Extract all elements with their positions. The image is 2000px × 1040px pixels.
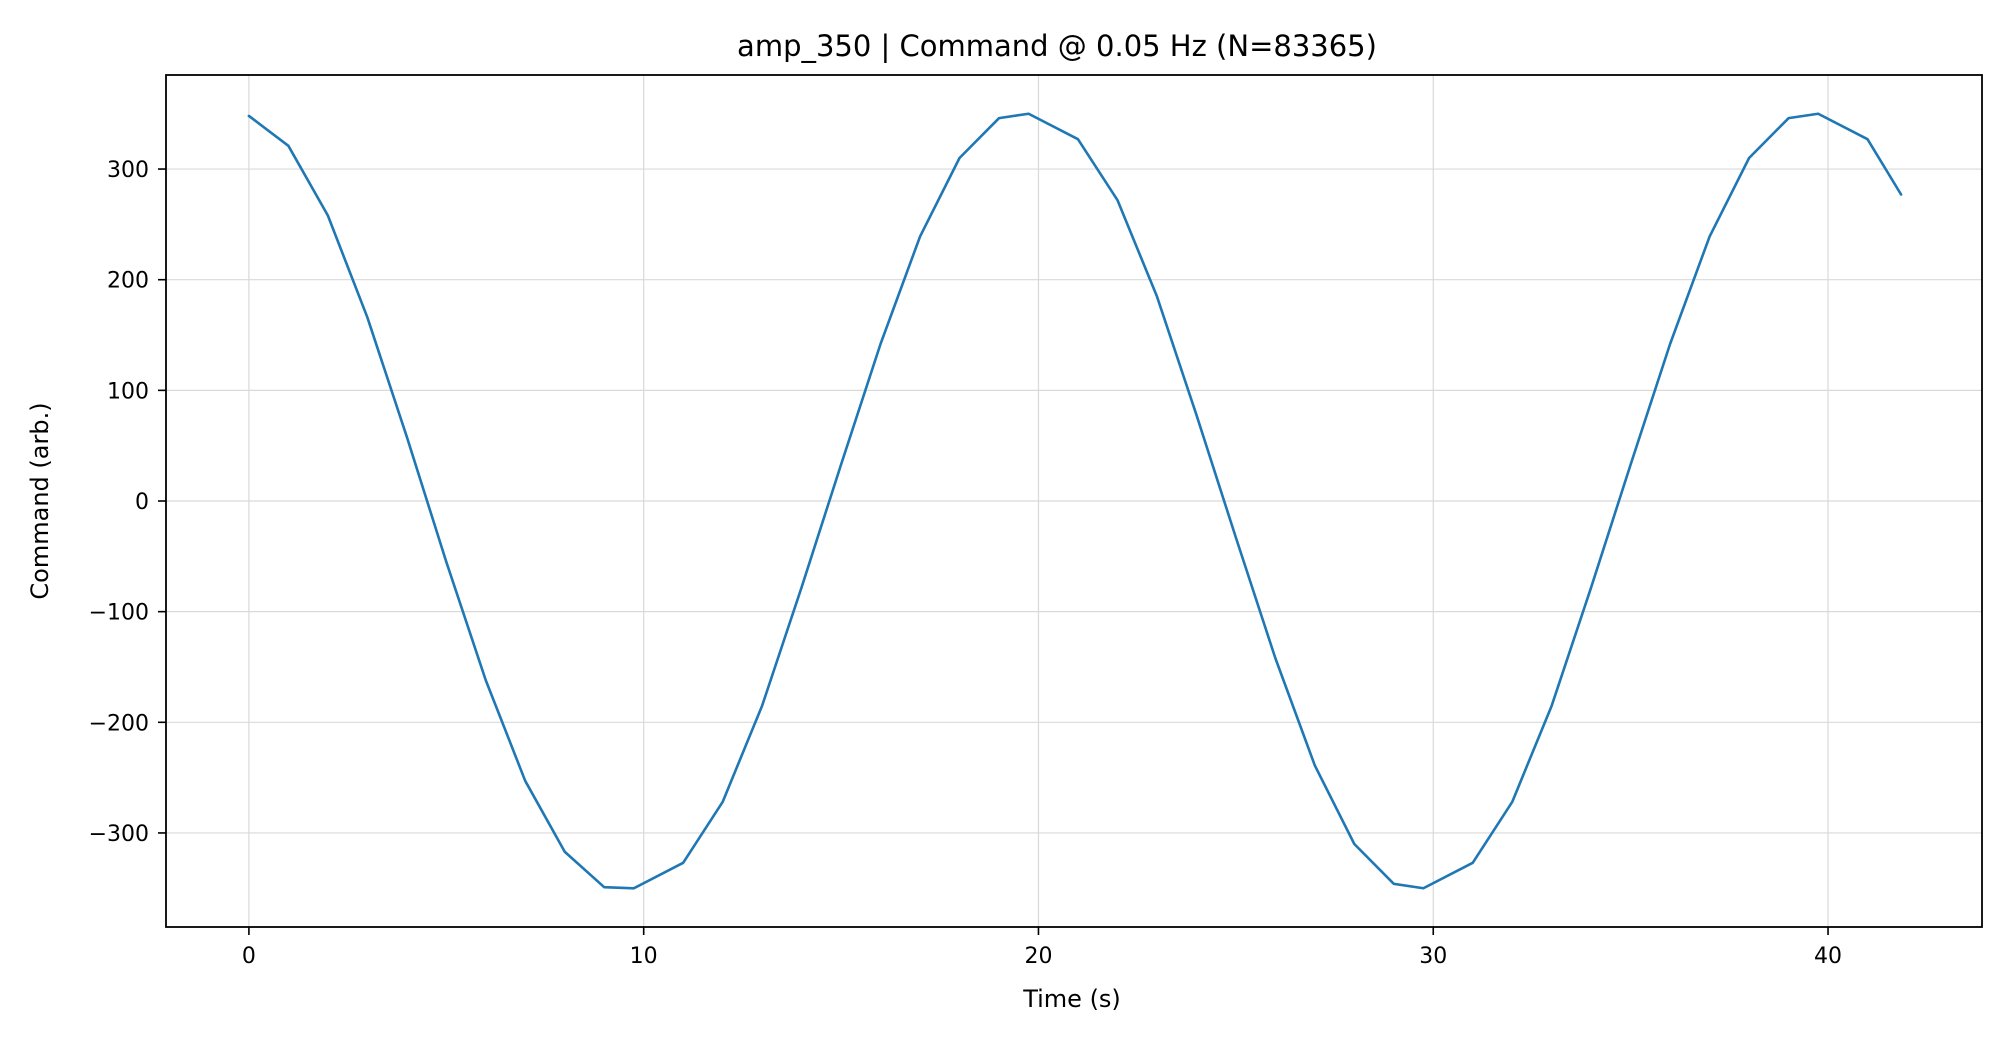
series-line — [247, 112, 1903, 890]
x-tick-label: 40 — [1814, 944, 1842, 969]
y-tick-label: −300 — [89, 822, 149, 847]
x-tick-label: 10 — [630, 944, 658, 969]
y-tick-label: 0 — [135, 490, 149, 515]
y-axis-label: Command (arb.) — [26, 402, 54, 599]
y-tick-label: 200 — [107, 269, 149, 294]
x-axis-label: Time (s) — [1022, 985, 1121, 1013]
y-tick-label: 100 — [107, 379, 149, 404]
plot-area — [247, 112, 1903, 890]
x-tick-label: 20 — [1024, 944, 1052, 969]
x-tick-label: 30 — [1419, 944, 1447, 969]
y-tick-label: 300 — [107, 158, 149, 183]
chart-title: amp_350 | Command @ 0.05 Hz (N=83365) — [737, 29, 1377, 63]
grid-lines — [166, 75, 1982, 927]
y-tick-label: −100 — [89, 601, 149, 626]
x-tick-label: 0 — [242, 944, 256, 969]
axis-ticks: 0 10 20 30 40 −300 −200 −100 0 100 200 300 — [89, 158, 1842, 969]
y-tick-label: −200 — [89, 711, 149, 736]
